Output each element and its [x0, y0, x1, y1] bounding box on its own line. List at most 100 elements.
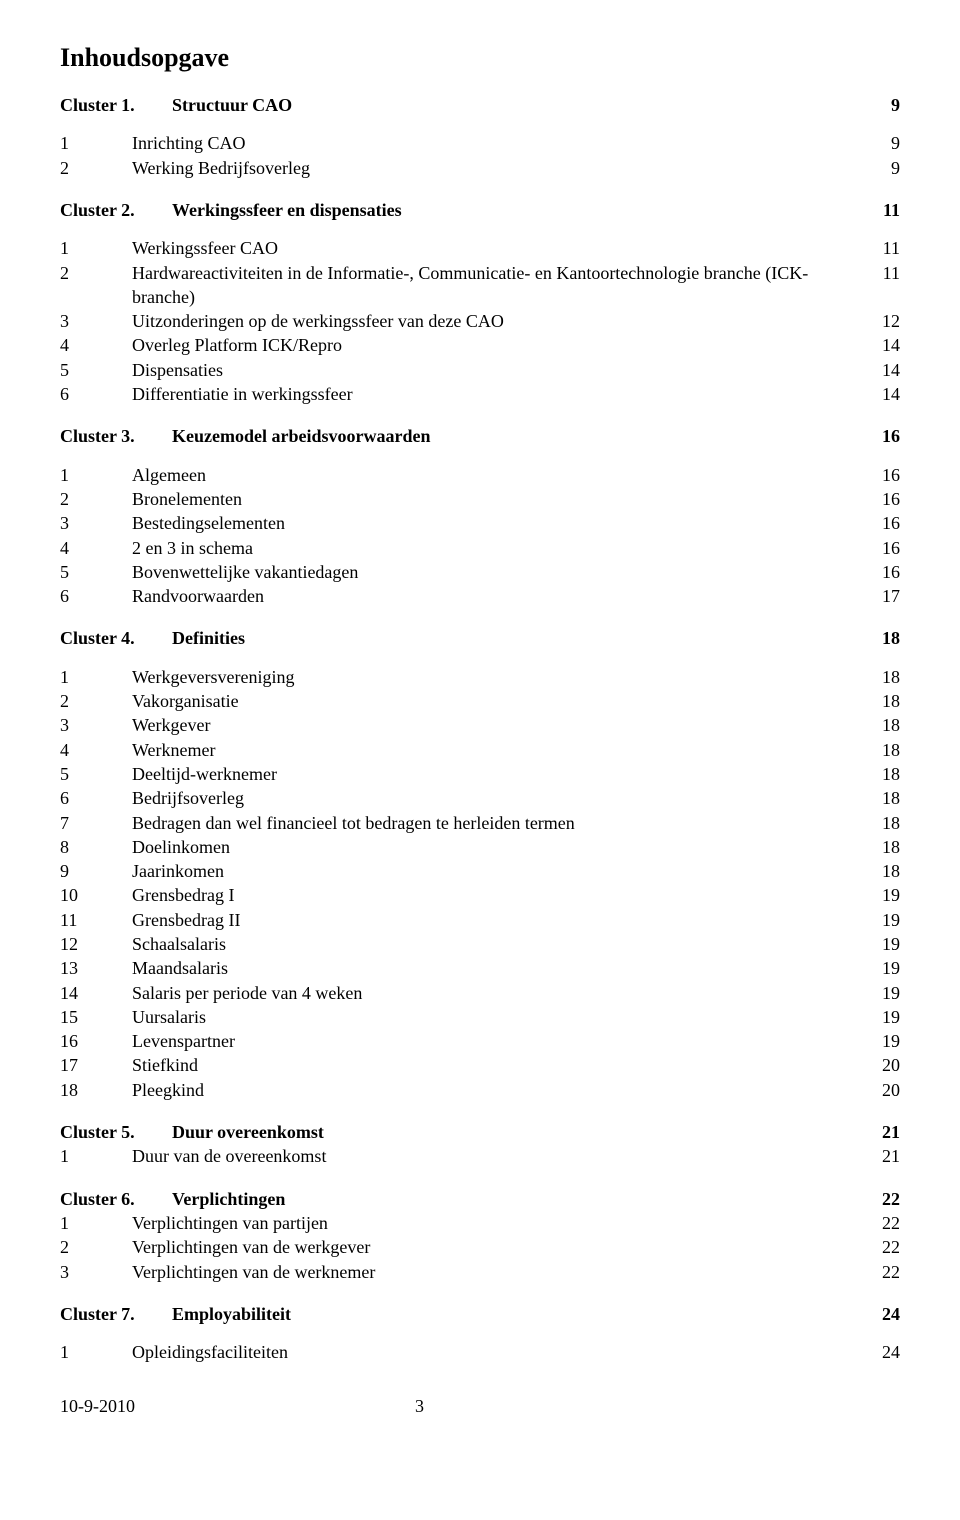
- toc-row-page: 19: [860, 908, 900, 932]
- cluster-label: Cluster 4.: [60, 626, 172, 650]
- toc-row-page: 16: [860, 511, 900, 535]
- toc-row-page: 16: [860, 560, 900, 584]
- toc-row-number: 6: [60, 584, 132, 608]
- cluster-heading: Cluster 7.Employabiliteit24: [60, 1302, 900, 1326]
- cluster-page: 18: [882, 626, 900, 650]
- toc-row: 3Bestedingselementen16: [60, 511, 900, 535]
- toc-row-number: 16: [60, 1029, 132, 1053]
- toc-row-label: Werknemer: [132, 738, 860, 762]
- toc-row-label: Uursalaris: [132, 1005, 860, 1029]
- toc-row-number: 14: [60, 981, 132, 1005]
- toc-row-number: 1: [60, 1340, 132, 1364]
- toc-row-page: 21: [860, 1144, 900, 1168]
- toc-row: 1Inrichting CAO9: [60, 131, 900, 155]
- toc-row-number: 1: [60, 131, 132, 155]
- toc-row: 11Grensbedrag II19: [60, 908, 900, 932]
- toc-row: 5Dispensaties14: [60, 358, 900, 382]
- toc-row-label: Pleegkind: [132, 1078, 860, 1102]
- cluster-heading: Cluster 3.Keuzemodel arbeidsvoorwaarden1…: [60, 424, 900, 448]
- toc-row-number: 11: [60, 908, 132, 932]
- toc-row: 5Bovenwettelijke vakantiedagen16: [60, 560, 900, 584]
- toc-row-label: Deeltijd-werknemer: [132, 762, 860, 786]
- toc-row-page: 18: [860, 665, 900, 689]
- toc-row-number: 10: [60, 883, 132, 907]
- toc-row: 1Verplichtingen van partijen22: [60, 1211, 900, 1235]
- cluster-page: 9: [891, 93, 900, 117]
- toc-row-number: 1: [60, 1144, 132, 1168]
- toc-row-number: 5: [60, 762, 132, 786]
- toc-row-page: 18: [860, 811, 900, 835]
- toc-row-page: 18: [860, 859, 900, 883]
- toc-row-number: 2: [60, 156, 132, 180]
- toc-row-number: 7: [60, 811, 132, 835]
- toc-row: 1Duur van de overeenkomst21: [60, 1144, 900, 1168]
- toc-row-number: 2: [60, 487, 132, 511]
- toc-row-page: 22: [860, 1260, 900, 1284]
- toc-row: 42 en 3 in schema16: [60, 536, 900, 560]
- toc-row: 16Levenspartner19: [60, 1029, 900, 1053]
- toc-row-number: 1: [60, 463, 132, 487]
- toc-row-page: 11: [860, 261, 900, 310]
- toc-row-label: Stiefkind: [132, 1053, 860, 1077]
- toc-row-page: 19: [860, 956, 900, 980]
- cluster-page: 21: [882, 1120, 900, 1144]
- toc-row-label: Werking Bedrijfsoverleg: [132, 156, 860, 180]
- toc-row-label: Duur van de overeenkomst: [132, 1144, 860, 1168]
- toc-row-page: 18: [860, 713, 900, 737]
- toc-row-page: 14: [860, 382, 900, 406]
- footer-page-number: 3: [415, 1394, 424, 1418]
- toc-row-label: Hardwareactiviteiten in de Informatie-, …: [132, 261, 860, 310]
- toc-row: 4Overleg Platform ICK/Repro14: [60, 333, 900, 357]
- cluster-title: Verplichtingen: [172, 1187, 285, 1211]
- toc-row-label: Verplichtingen van de werkgever: [132, 1235, 860, 1259]
- toc-row-page: 19: [860, 932, 900, 956]
- cluster-title: Duur overeenkomst: [172, 1120, 324, 1144]
- table-of-contents: Cluster 1.Structuur CAO91Inrichting CAO9…: [60, 93, 900, 1364]
- toc-row-page: 16: [860, 487, 900, 511]
- cluster-heading: Cluster 1.Structuur CAO9: [60, 93, 900, 117]
- toc-row: 1Werkingssfeer CAO11: [60, 236, 900, 260]
- toc-row: 17Stiefkind20: [60, 1053, 900, 1077]
- toc-row-number: 13: [60, 956, 132, 980]
- toc-row-page: 9: [860, 131, 900, 155]
- toc-row-label: Grensbedrag II: [132, 908, 860, 932]
- toc-row-number: 9: [60, 859, 132, 883]
- toc-row: 2Bronelementen16: [60, 487, 900, 511]
- toc-row-page: 18: [860, 762, 900, 786]
- toc-row: 12Schaalsalaris19: [60, 932, 900, 956]
- toc-row-label: Algemeen: [132, 463, 860, 487]
- toc-row-label: Levenspartner: [132, 1029, 860, 1053]
- toc-row-page: 17: [860, 584, 900, 608]
- toc-row: 5Deeltijd-werknemer18: [60, 762, 900, 786]
- cluster-page: 24: [882, 1302, 900, 1326]
- toc-row-number: 2: [60, 1235, 132, 1259]
- toc-row-number: 18: [60, 1078, 132, 1102]
- cluster-label: Cluster 3.: [60, 424, 172, 448]
- toc-row-label: Bestedingselementen: [132, 511, 860, 535]
- toc-row-page: 16: [860, 463, 900, 487]
- toc-row-number: 4: [60, 738, 132, 762]
- toc-row: 4Werknemer18: [60, 738, 900, 762]
- toc-row-page: 22: [860, 1235, 900, 1259]
- toc-row-page: 19: [860, 1029, 900, 1053]
- cluster-heading: Cluster 5.Duur overeenkomst 21: [60, 1120, 900, 1144]
- toc-row-page: 12: [860, 309, 900, 333]
- toc-row-label: Salaris per periode van 4 weken: [132, 981, 860, 1005]
- toc-row-label: Werkingssfeer CAO: [132, 236, 860, 260]
- cluster-title: Structuur CAO: [172, 93, 292, 117]
- toc-row-label: Differentiatie in werkingssfeer: [132, 382, 860, 406]
- cluster-title: Employabiliteit: [172, 1302, 291, 1326]
- toc-row-number: 2: [60, 689, 132, 713]
- toc-row-page: 14: [860, 333, 900, 357]
- toc-row-label: Vakorganisatie: [132, 689, 860, 713]
- toc-row-page: 18: [860, 786, 900, 810]
- toc-row-number: 6: [60, 786, 132, 810]
- toc-row-label: Bedragen dan wel financieel tot bedragen…: [132, 811, 860, 835]
- toc-row-label: Opleidingsfaciliteiten: [132, 1340, 860, 1364]
- toc-row: 2Vakorganisatie18: [60, 689, 900, 713]
- toc-row-page: 19: [860, 883, 900, 907]
- cluster-label: Cluster 5.: [60, 1120, 172, 1144]
- cluster-page: 16: [882, 424, 900, 448]
- toc-row-number: 1: [60, 665, 132, 689]
- toc-row-number: 1: [60, 236, 132, 260]
